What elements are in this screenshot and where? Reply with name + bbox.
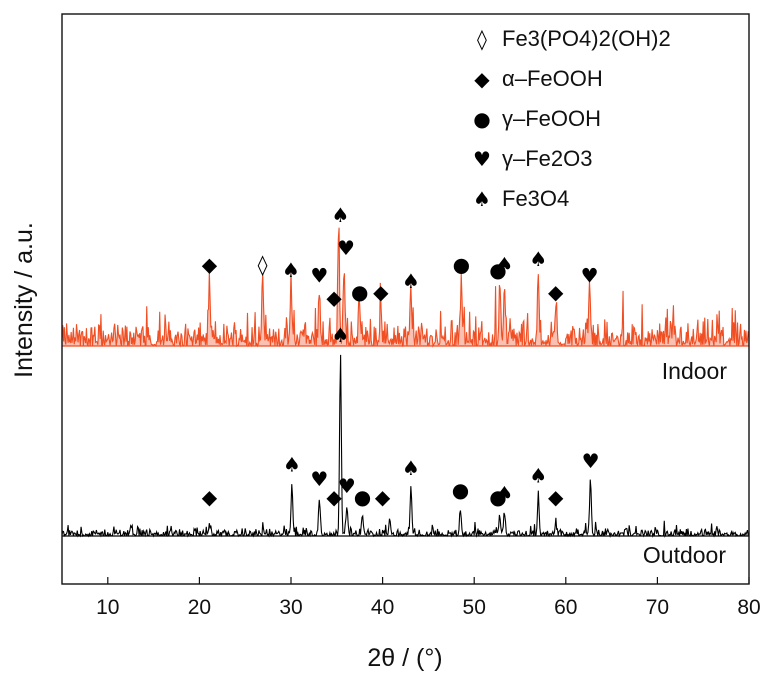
peak-marker: ● [489,258,506,282]
peak-marker: ♥ [310,467,328,491]
plot-area: ◆ ◊ ♠ ♥◆♠♥● ◆ ♠● ●♠ ♠◆♥◆♠♥◆♠♥● ◆♠● ●♠♠◆♥ [61,203,750,539]
peak-marker: ◆ [202,485,218,509]
legend-symbol: ♥ [473,147,491,171]
y-axis-title: Intensity / a.u. [10,222,38,378]
peak-marker: ♥ [581,264,599,288]
peak-marker: ♠ [495,253,513,277]
peak-marker: ● [354,485,371,509]
x-tick-label: 50 [463,596,486,619]
legend-symbol: ◊ [477,27,487,51]
x-tick-label: 60 [554,596,577,619]
x-tick-label: 10 [96,596,119,619]
peak-marker: ♠ [331,323,349,347]
x-tick-label: 30 [279,596,302,619]
peak-marker: ♥ [310,264,328,288]
peak-marker: ◆ [326,286,342,310]
peak-marker: ◆ [375,485,391,509]
peak-marker: ◊ [258,253,268,277]
peak-marker: ♠ [402,269,420,293]
x-tick-label: 20 [188,596,211,619]
peak-marker: ♠ [495,481,513,505]
peak-marker: ● [453,253,470,277]
peak-marker: ◆ [326,485,342,509]
legend-label: γ–Fe2O3 [502,146,593,171]
plot-frame [61,13,750,585]
peak-marker: ♥ [338,474,356,498]
x-tick-label: 70 [646,596,669,619]
peak-marker: ♠ [331,203,349,227]
x-tick-label: 40 [371,596,394,619]
peak-marker: ♠ [282,258,300,282]
series-line-outdoor [61,354,750,539]
peak-marker: ● [489,485,506,509]
x-axis: 10 20 30 40 50 60 70 80 [96,577,761,619]
peak-marker: ◆ [548,280,564,304]
legend-label: Fe3O4 [502,186,569,211]
peak-marker: ● [452,478,469,502]
peak-marker: ◆ [373,280,389,304]
peak-marker: ♠ [529,463,547,487]
series-label-outdoor: Outdoor [643,542,726,568]
peak-marker: ● [351,280,368,304]
series-label-indoor: Indoor [662,358,728,384]
legend-label: α–FeOOH [502,66,603,91]
peak-marker: ♥ [582,449,600,473]
legend-symbol: ♠ [473,187,491,211]
legend: ◊ Fe3(PO4)2(OH)2 ◆ α–FeOOH ● γ–FeOOH ♥ γ–Fe2O3 ♠… [473,26,671,211]
legend-label: γ–FeOOH [502,106,601,131]
legend-symbol: ◆ [474,67,490,91]
peak-marker: ♠ [283,453,301,477]
peak-marker: ♥ [337,236,355,260]
x-tick-label: 80 [737,596,760,619]
peak-marker: ♠ [529,247,547,271]
x-axis-title: 2θ / (°) [367,644,442,672]
peak-marker: ♠ [402,456,420,480]
legend-label: Fe3(PO4)2(OH)2 [502,26,671,51]
series-line-indoor [61,227,750,348]
peak-marker: ◆ [202,253,218,277]
legend-symbol: ● [473,107,490,131]
peak-marker: ◆ [548,485,564,509]
